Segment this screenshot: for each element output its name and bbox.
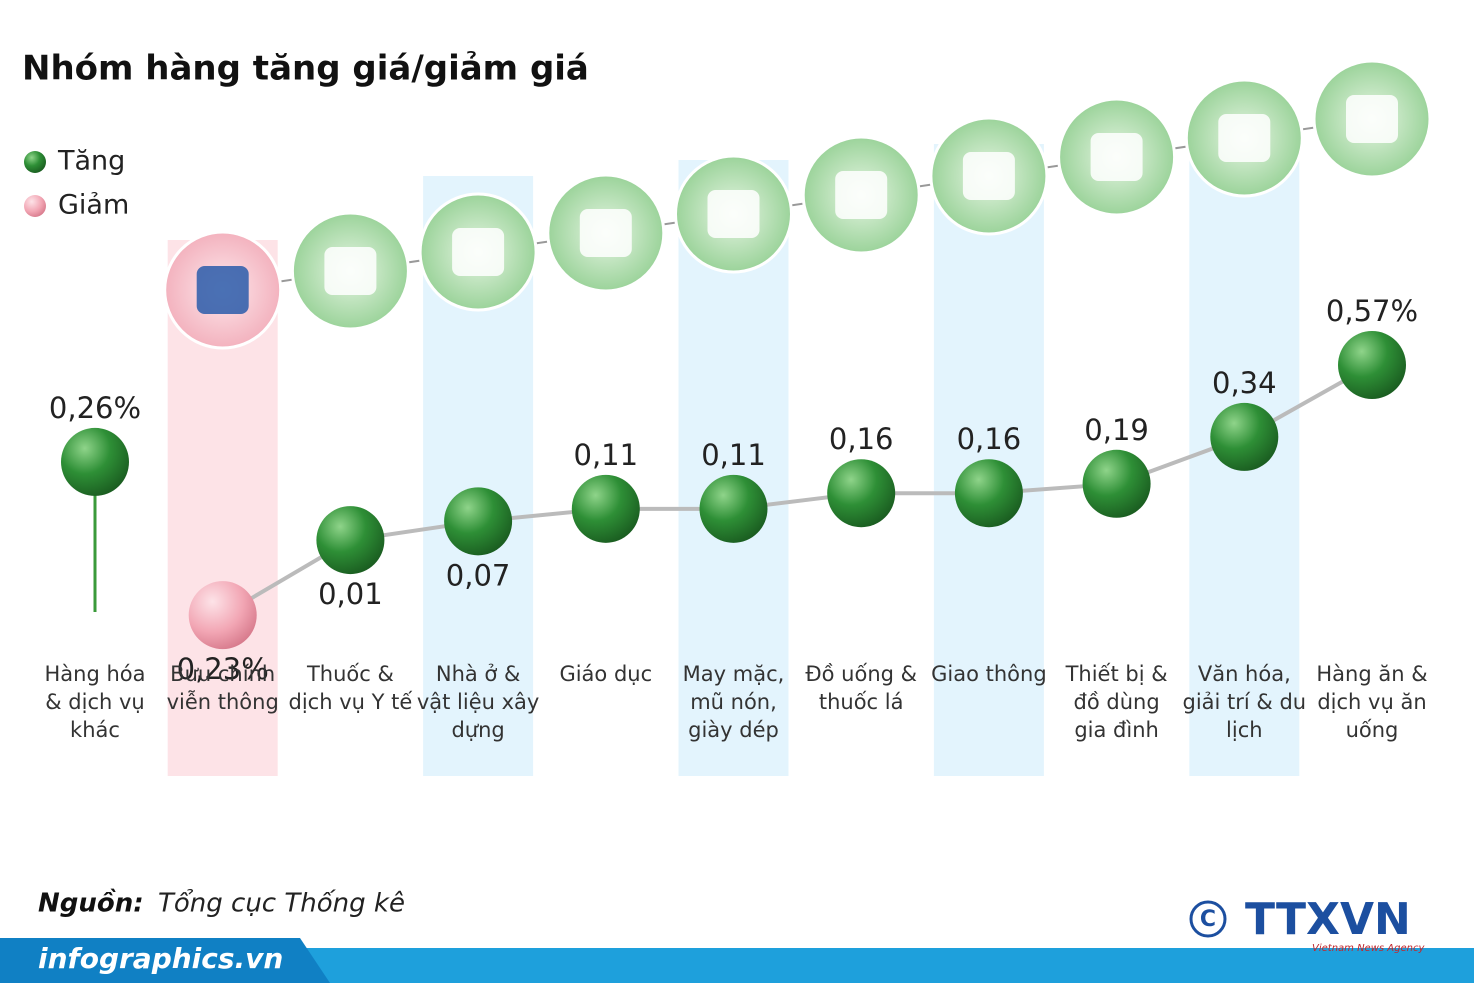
x-tick-label: Thuốc & dịch vụ Y tế [288, 662, 413, 714]
copyright-ring [1189, 900, 1227, 938]
data-point [827, 459, 896, 528]
icon-connector [222, 118, 1373, 291]
trend-line [221, 363, 1373, 617]
data-label: 0,11 [701, 438, 766, 472]
data-point [316, 506, 385, 575]
category-icon-glyph [835, 171, 888, 219]
legend-label: Tăng [57, 146, 125, 177]
data-point [571, 474, 640, 543]
data-label: 0,57% [1326, 294, 1418, 328]
data-point [1082, 449, 1151, 518]
category-icon-glyph [1346, 95, 1398, 143]
data-label: 0,16 [957, 422, 1022, 456]
legend-marker [24, 195, 46, 217]
data-label: 0,07 [446, 558, 511, 592]
data-label: 0,23% [177, 652, 269, 686]
footer-tab [0, 938, 330, 983]
footer-site: infographics.vn [38, 942, 283, 975]
data-point [954, 459, 1023, 528]
data-point [699, 474, 768, 543]
category-icon-glyph [1090, 133, 1143, 181]
category-icon-glyph [324, 247, 377, 295]
category-icon-glyph [962, 152, 1015, 200]
x-tick-label: Giáo dục [559, 662, 653, 686]
category-icon-glyph [707, 190, 760, 238]
x-tick-label: Thiết bị & đồ dùng gia đình [1065, 662, 1168, 742]
source-text: Tổng cục Thống kê [158, 888, 405, 919]
data-point [1338, 331, 1406, 400]
legend-label: Giảm [58, 190, 129, 221]
chart-title: Nhóm hàng tăng giá/giảm giá [22, 49, 589, 89]
logo: TTXVN [1245, 894, 1411, 945]
data-point [61, 427, 129, 496]
x-tick-label: Hàng hóa & dịch vụ khác [44, 662, 146, 742]
data-label: 0,01 [318, 577, 383, 611]
data-label: 0,11 [574, 438, 639, 472]
x-tick-label: May mặc, mũ nón, giày dép [682, 662, 785, 742]
category-icon-glyph [452, 228, 505, 276]
legend-marker [24, 151, 46, 173]
logo-subtitle: Vietnam News Agency [1312, 943, 1425, 954]
x-tick-label: Bưu chính viễn thông [166, 662, 279, 714]
copyright: C [1200, 907, 1216, 932]
category-icon-glyph [1218, 114, 1271, 162]
source-label: Nguồn: [38, 888, 144, 919]
x-tick-label: Văn hóa, giải trí & du lịch [1182, 662, 1307, 742]
data-point [1210, 402, 1279, 471]
data-point [188, 581, 257, 650]
category-icon-glyph [196, 266, 249, 314]
x-tick-label: Giao thông [931, 662, 1047, 686]
data-label: 0,34 [1212, 366, 1277, 400]
x-tick-label: Hàng ăn & dịch vụ ăn uống [1316, 662, 1428, 742]
x-tick-label: Đồ uống & thuốc lá [805, 662, 918, 714]
data-point [444, 487, 513, 556]
category-icon-glyph [579, 209, 632, 257]
data-label: 0,19 [1084, 413, 1149, 447]
x-tick-label: Nhà ở & vật liệu xây dựng [416, 662, 540, 742]
data-label: 0,26% [49, 391, 141, 425]
data-label: 0,16 [829, 422, 894, 456]
